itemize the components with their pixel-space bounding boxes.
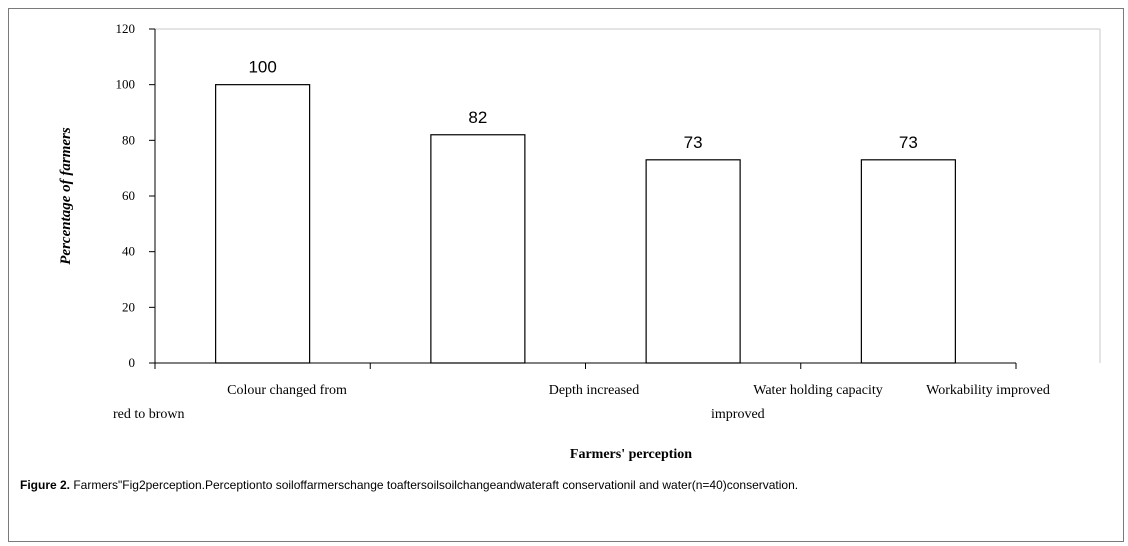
x-category-label: Water holding capacity [753,383,883,398]
figure-caption: Figure 2. Farmers"Fig2perception.Percept… [20,478,798,492]
y-axis-title: Percentage of farmers [58,127,74,265]
plot-area: 0 20 40 60 80 100 120 100 82 73 73 Colour changed f… [58,21,1101,462]
figure-frame [8,8,1124,542]
x-category-label: Colour changed from [227,383,347,398]
bar [645,159,741,364]
x-category-label: Depth increased [549,383,640,398]
y-tick-label: 20 [122,299,135,314]
y-tick-label: 120 [116,21,136,36]
y-tick-label: 60 [122,188,135,203]
y-tick-label: 40 [122,244,135,259]
x-category-label: Workability improved [926,383,1050,398]
caption-text: Farmers"Fig2perception.Perceptionto soil… [70,478,799,492]
data-label: 82 [468,108,487,127]
data-label: 73 [899,133,918,152]
x-axis-title: Farmers' perception [570,447,692,462]
data-label: 100 [248,58,276,77]
y-tick-label: 80 [122,132,135,147]
x-category-label: improved [711,407,765,422]
bar [215,84,311,364]
data-label: 73 [684,133,703,152]
caption-label: Figure 2. [20,478,71,492]
x-category-label: red to brown [113,407,185,422]
y-tick-label: 0 [129,355,136,370]
y-tick-label: 100 [116,77,136,92]
bar [430,134,526,364]
bar [860,159,956,364]
